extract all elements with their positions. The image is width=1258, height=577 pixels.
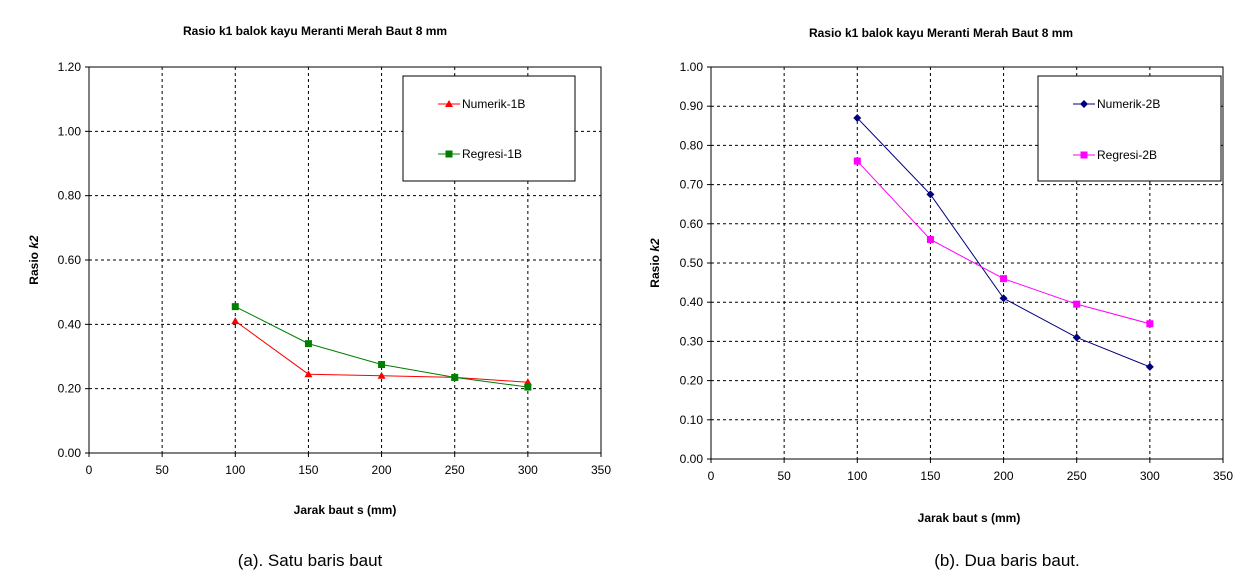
- chart-b-y-tick-label: 0.00: [680, 452, 704, 466]
- chart-b-series-2-point: [926, 235, 934, 243]
- chart-b-x-tick-label: 200: [994, 469, 1014, 483]
- chart-panel-a: Rasio k1 balok kayu Meranti Merah Baut 8…: [27, 24, 611, 570]
- chart-a-x-tick-label: 350: [591, 463, 611, 477]
- chart-b-svg: Rasio k1 balok kayu Meranti Merah Baut 8…: [648, 26, 1233, 525]
- chart-a-y-tick-label: 1.20: [58, 60, 82, 74]
- chart-b-x-tick-label: 150: [920, 469, 940, 483]
- caption-b: (b). Dua baris baut.: [934, 551, 1080, 570]
- chart-a-x-tick-label: 50: [155, 463, 169, 477]
- chart-b-series-1-point: [1072, 333, 1081, 342]
- chart-a-x-tick-label: 100: [225, 463, 245, 477]
- chart-a-y-axis-label-prefix: Rasio: [27, 249, 41, 285]
- chart-a-y-tick-label: 1.00: [58, 124, 82, 138]
- chart-b-series-1-point: [926, 190, 935, 199]
- chart-a-series-2-point: [524, 383, 532, 391]
- chart-b-series-2-point: [853, 157, 861, 165]
- chart-a-x-tick-label: 200: [372, 463, 392, 477]
- chart-b-series-1-point: [1145, 362, 1154, 371]
- chart-b-x-tick-label: 0: [708, 469, 715, 483]
- chart-b-y-tick-label: 0.50: [680, 256, 704, 270]
- chart-a-title: Rasio k1 balok kayu Meranti Merah Baut 8…: [183, 24, 447, 38]
- chart-a-legend-label: Regresi-1B: [462, 147, 522, 161]
- chart-a-y-axis-label: Rasio k2: [27, 235, 41, 285]
- chart-b-legend-label: Regresi-2B: [1097, 148, 1157, 162]
- chart-a-x-tick-label: 250: [445, 463, 465, 477]
- chart-b-x-tick-label: 50: [777, 469, 791, 483]
- chart-a-series-2-point: [451, 373, 459, 381]
- chart-a-series-1-point: [231, 317, 240, 325]
- chart-b-series-1-point: [853, 113, 862, 122]
- chart-b-series-2-point: [1146, 320, 1154, 328]
- chart-b-title: Rasio k1 balok kayu Meranti Merah Baut 8…: [809, 26, 1073, 40]
- chart-a-x-tick-label: 150: [298, 463, 318, 477]
- chart-b-y-tick-label: 0.40: [680, 295, 704, 309]
- chart-a-series-2-point: [231, 303, 239, 311]
- chart-b-legend-label: Numerik-2B: [1097, 97, 1160, 111]
- chart-a-legend-label: Numerik-1B: [462, 97, 525, 111]
- chart-b-series-1-point: [999, 294, 1008, 303]
- chart-a-series-1-point: [304, 370, 313, 378]
- chart-a-y-tick-label: 0.80: [58, 189, 82, 203]
- chart-b-y-tick-label: 0.80: [680, 138, 704, 152]
- chart-a-x-axis-label: Jarak baut s (mm): [294, 503, 397, 517]
- chart-a-y-tick-label: 0.00: [58, 446, 82, 460]
- chart-a-legend-box: [402, 75, 576, 182]
- chart-a-x-tick-label: 300: [518, 463, 538, 477]
- chart-panel-b: Rasio k1 balok kayu Meranti Merah Baut 8…: [629, 0, 1258, 577]
- chart-b-y-tick-label: 0.90: [680, 99, 704, 113]
- chart-a-y-tick-label: 0.60: [58, 253, 82, 267]
- chart-b-x-tick-label: 100: [847, 469, 867, 483]
- chart-b-legend-box: [1037, 75, 1222, 182]
- chart-a-series-1-point: [377, 371, 386, 379]
- chart-b-y-tick-label: 0.70: [680, 178, 704, 192]
- chart-b-y-tick-label: 0.30: [680, 334, 704, 348]
- chart-b-y-tick-label: 0.20: [680, 374, 704, 388]
- chart-b-x-tick-label: 350: [1213, 469, 1233, 483]
- chart-a-legend-swatch-marker: [445, 100, 453, 107]
- chart-b-x-axis-label: Jarak baut s (mm): [918, 511, 1021, 525]
- chart-b-y-axis-label: Rasio k2: [648, 238, 662, 288]
- chart-a-series-2-point: [378, 361, 386, 369]
- chart-b-legend-swatch-marker: [1080, 151, 1088, 159]
- chart-b-y-axis-label-symbol: k2: [648, 238, 662, 252]
- chart-b-y-tick-label: 0.60: [680, 217, 704, 231]
- caption-a: (a). Satu baris baut: [237, 551, 383, 570]
- chart-b-legend-swatch-marker: [1080, 100, 1088, 108]
- chart-a-y-axis-label-symbol: k2: [27, 235, 41, 249]
- chart-a-y-tick-label: 0.20: [58, 382, 82, 396]
- chart-b-y-tick-label: 0.10: [680, 413, 704, 427]
- chart-a-series-1-point: [523, 378, 532, 386]
- chart-b-x-tick-label: 300: [1140, 469, 1160, 483]
- chart-b-series-2-point: [1073, 300, 1081, 308]
- chart-a-series-2-point: [304, 340, 312, 348]
- chart-b-y-tick-label: 1.00: [680, 60, 704, 74]
- chart-b-x-tick-label: 250: [1067, 469, 1087, 483]
- chart-a-x-tick-label: 0: [86, 463, 93, 477]
- chart-b-series-2-point: [1000, 275, 1008, 283]
- chart-a-legend-swatch-marker: [445, 150, 453, 158]
- chart-b-y-axis-label-prefix: Rasio: [648, 252, 662, 288]
- chart-a-svg: Rasio k1 balok kayu Meranti Merah Baut 8…: [27, 24, 611, 517]
- chart-a-y-tick-label: 0.40: [58, 317, 82, 331]
